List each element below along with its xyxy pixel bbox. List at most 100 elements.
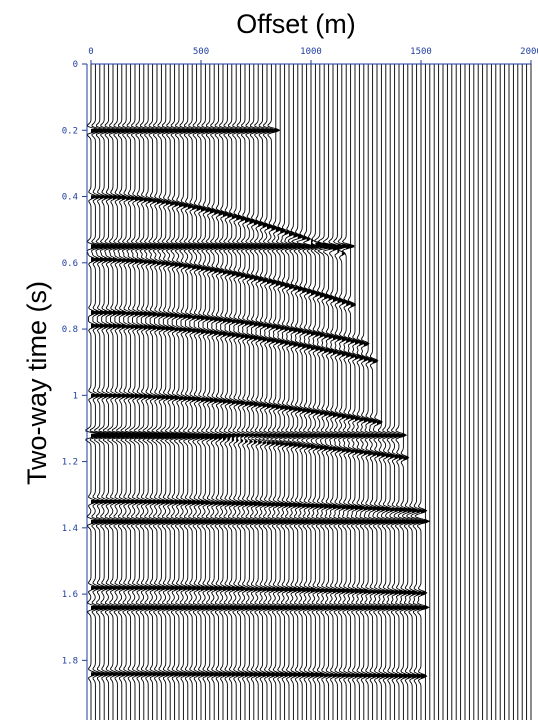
seismic-trace xyxy=(129,64,149,720)
seismic-trace xyxy=(205,64,220,720)
seismic-trace xyxy=(278,64,294,720)
trace-wiggle xyxy=(191,64,206,720)
seismic-trace xyxy=(406,64,422,720)
trace-wiggle xyxy=(253,64,268,720)
seismic-trace xyxy=(314,64,333,720)
trace-wiggle xyxy=(164,64,182,720)
trace-wiggle xyxy=(368,64,382,720)
x-tick-label: 1500 xyxy=(410,47,432,57)
seismic-trace xyxy=(376,64,391,720)
seismic-trace xyxy=(337,64,352,720)
trace-wiggle xyxy=(322,64,342,720)
seismic-trace xyxy=(253,64,268,720)
seismic-trace xyxy=(102,64,123,720)
trace-wiggle xyxy=(269,64,286,720)
trace-fill xyxy=(416,509,425,679)
trace-fill xyxy=(289,232,298,678)
trace-wiggle xyxy=(363,64,378,720)
trace-wiggle xyxy=(261,64,277,720)
seismic-trace xyxy=(178,64,194,720)
trace-fill xyxy=(311,240,320,678)
seismic-trace xyxy=(191,64,206,720)
trace-wiggle xyxy=(376,64,391,720)
seismic-trace xyxy=(372,64,387,720)
seismic-trace xyxy=(240,64,255,720)
trace-wiggle xyxy=(393,64,409,720)
trace-wiggle xyxy=(116,64,136,720)
seismic-trace xyxy=(245,64,259,720)
seismic-trace xyxy=(173,64,190,720)
trace-wiggle xyxy=(283,64,299,720)
seismic-trace xyxy=(401,64,418,720)
trace-wiggle xyxy=(296,64,312,720)
trace-wiggle xyxy=(209,64,224,720)
trace-wiggle xyxy=(146,64,166,720)
trace-wiggle xyxy=(355,64,369,720)
trace-wiggle xyxy=(94,64,114,720)
trace-wiggle xyxy=(245,64,259,720)
trace-wiggle xyxy=(214,64,228,720)
trace-wiggle xyxy=(401,64,418,720)
trace-wiggle xyxy=(151,64,170,720)
seismic-trace xyxy=(368,64,382,720)
trace-wiggle xyxy=(359,64,374,720)
trace-fill xyxy=(399,433,408,679)
trace-wiggle xyxy=(337,64,352,720)
trace-wiggle xyxy=(346,64,360,720)
seismic-trace xyxy=(322,64,342,720)
trace-wiggle xyxy=(227,64,242,720)
y-tick-label: 1.4 xyxy=(62,524,78,534)
y-tick-label: 1 xyxy=(73,391,78,401)
seismic-trace xyxy=(291,64,308,720)
seismic-trace xyxy=(236,64,250,720)
trace-wiggle xyxy=(389,64,404,720)
trace-wiggle xyxy=(305,64,321,720)
seismic-trace xyxy=(397,64,413,720)
seismic-trace xyxy=(124,64,145,720)
trace-wiggle xyxy=(137,64,158,720)
seismic-trace xyxy=(227,64,242,720)
seismic-trace xyxy=(274,64,290,720)
y-tick-label: 1.6 xyxy=(62,590,78,600)
seismic-trace xyxy=(160,64,178,720)
trace-wiggle xyxy=(301,64,316,720)
trace-wiggle xyxy=(129,64,149,720)
trace-fill xyxy=(187,128,197,678)
trace-wiggle xyxy=(341,64,356,720)
seismic-trace xyxy=(355,64,369,720)
trace-wiggle xyxy=(410,64,426,720)
trace-wiggle xyxy=(98,64,119,720)
seismic-trace xyxy=(146,64,166,720)
trace-wiggle xyxy=(182,64,198,720)
seismic-trace xyxy=(287,64,303,720)
trace-fill xyxy=(245,128,254,678)
seismic-trace xyxy=(328,64,343,720)
seismic-trace xyxy=(296,64,312,720)
y-axis-label: Two-way time (s) xyxy=(22,281,52,485)
trace-fill xyxy=(183,128,193,678)
seismic-trace xyxy=(317,64,338,720)
trace-wiggle xyxy=(200,64,215,720)
y-axis: 0 0.2 0.4 0.6 0.8 1 1.2 1.4 1.6 1.8 xyxy=(62,60,88,720)
trace-wiggle xyxy=(314,64,333,720)
seismic-trace xyxy=(283,64,299,720)
trace-fill xyxy=(394,433,403,679)
trace-fill xyxy=(302,236,311,678)
trace-fill xyxy=(179,128,189,678)
seismic-trace xyxy=(385,64,400,720)
seismic-trace xyxy=(107,64,127,720)
seismic-trace xyxy=(169,64,185,720)
seismic-trace xyxy=(209,64,224,720)
trace-wiggle xyxy=(249,64,264,720)
trace-wiggle xyxy=(317,64,338,720)
trace-wiggle xyxy=(173,64,190,720)
seismic-trace xyxy=(346,64,360,720)
trace-wiggle xyxy=(133,64,153,720)
trace-wiggle xyxy=(89,64,110,720)
seismic-trace xyxy=(265,64,281,720)
seismic-trace xyxy=(214,64,228,720)
wiggle-traces xyxy=(85,64,532,720)
seismic-trace xyxy=(231,64,246,720)
